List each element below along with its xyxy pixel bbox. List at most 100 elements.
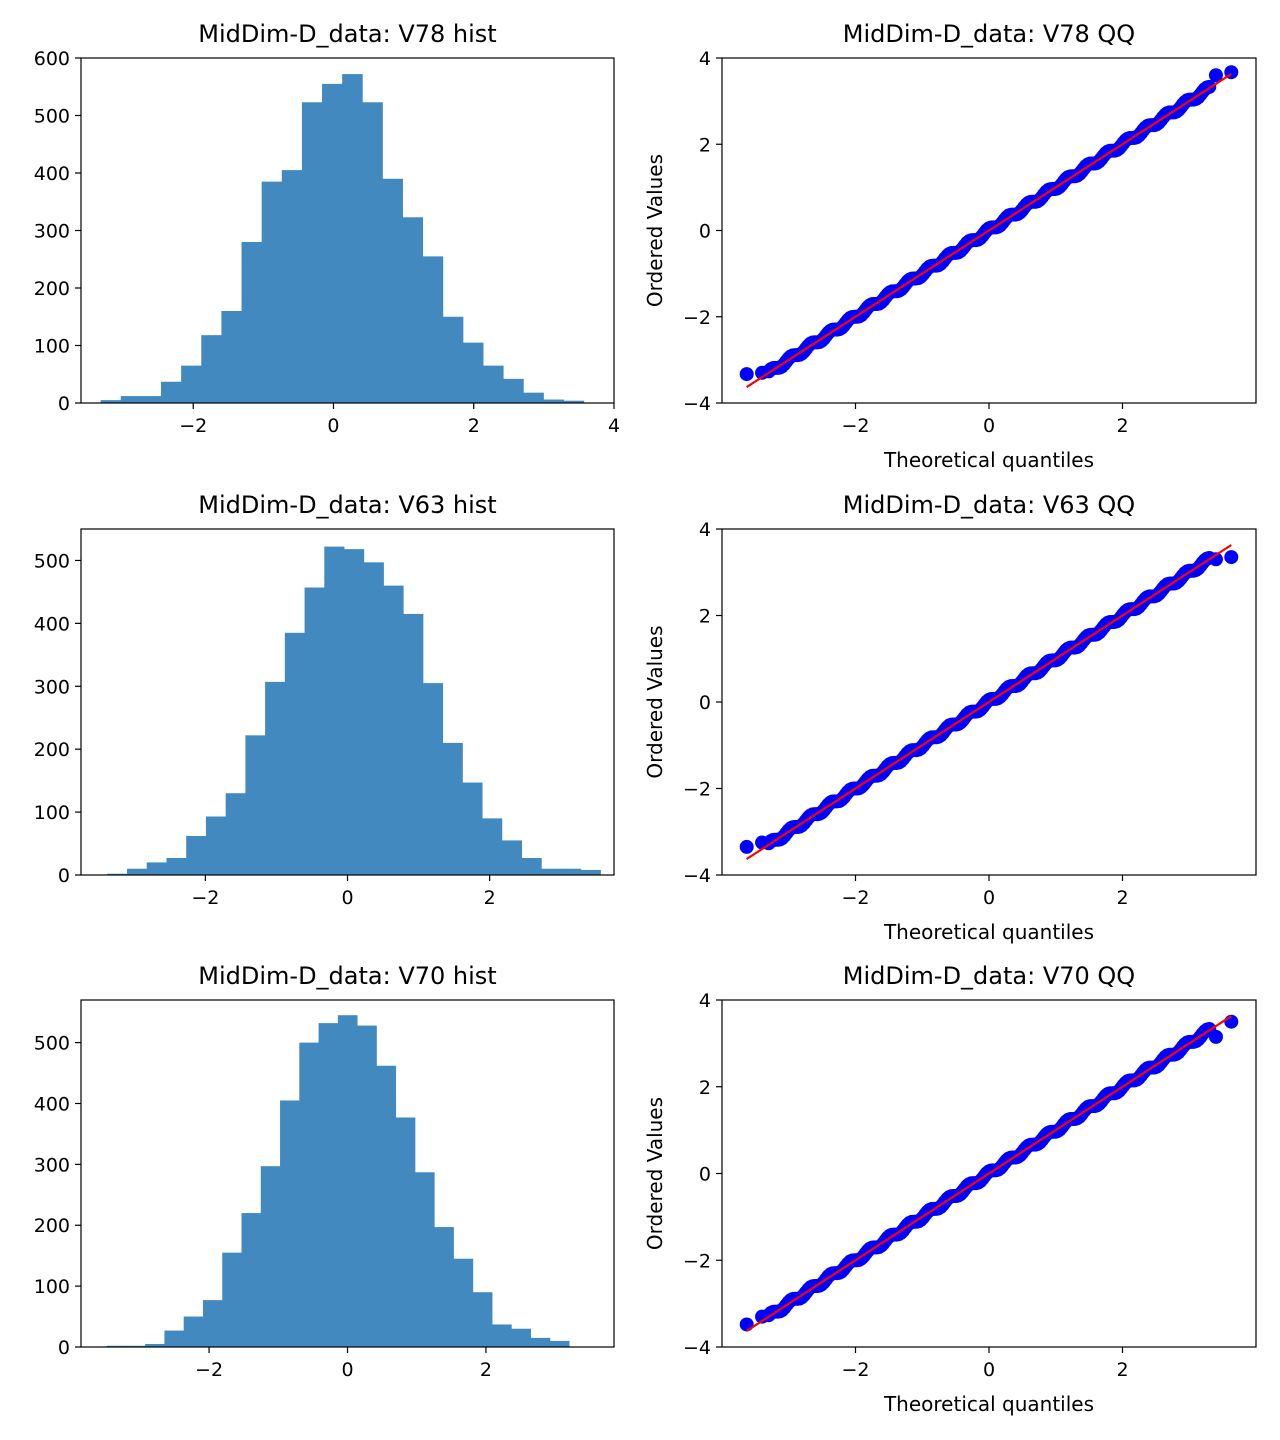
hist-bar	[164, 1330, 185, 1347]
y-tick-label: 0	[58, 1337, 70, 1359]
y-tick-label: 0	[699, 221, 711, 243]
subplot-2: −2 0 2 −4 −2 0 2 4 MidDim-D_data: V78 QQ Theoreti…	[643, 20, 1257, 472]
x-tick-label: 0	[341, 887, 353, 909]
y-tick-label: 4	[699, 990, 711, 1012]
hist-bar	[402, 217, 424, 403]
hist-bar	[363, 562, 384, 875]
hist-bar	[202, 1300, 223, 1347]
x-tick-label: −2	[195, 1359, 223, 1381]
hist-bar	[482, 818, 503, 875]
x-tick-label: −2	[841, 415, 869, 437]
y-tick-label: 0	[699, 692, 711, 714]
x-tick-label: 2	[1116, 1359, 1128, 1381]
hist-bar	[222, 1252, 242, 1347]
hist-bar	[145, 1343, 165, 1347]
x-tick-label: −2	[191, 887, 219, 909]
y-tick-label: 600	[34, 48, 70, 70]
hist-bar	[563, 400, 585, 403]
hist-bar	[549, 1340, 570, 1347]
x-tick-label: 0	[341, 1359, 353, 1381]
x-tick-label: 0	[983, 887, 995, 909]
y-axis-label: Ordered Values	[643, 1097, 667, 1250]
x-tick-label: 2	[468, 415, 480, 437]
hist-bar	[125, 1345, 146, 1347]
x-tick-label: −2	[841, 887, 869, 909]
y-tick-label: 4	[699, 48, 711, 70]
hist-bar	[541, 868, 562, 875]
hist-bar	[382, 178, 403, 403]
hist-bar	[501, 840, 522, 875]
hist-bar	[260, 1166, 281, 1347]
hist-bar	[395, 1117, 416, 1347]
hist-bar	[453, 1258, 474, 1347]
subplot-title: MidDim-D_data: V78 QQ	[843, 20, 1135, 48]
hist-bar	[462, 342, 484, 404]
qq-points	[739, 65, 1239, 382]
hist-bar	[166, 858, 187, 875]
y-tick-label: 300	[34, 1154, 70, 1176]
x-axis-label: Theoretical quantiles	[883, 920, 1094, 944]
hist-bar	[100, 400, 122, 404]
hist-bar	[265, 681, 286, 875]
hist-bar	[301, 102, 323, 404]
hist-bar	[106, 1345, 127, 1347]
hist-bar	[146, 862, 167, 875]
y-tick-label: 0	[699, 1164, 711, 1186]
x-tick-label: 2	[1116, 415, 1128, 437]
hist-bar	[580, 869, 601, 875]
hist-bar	[337, 1015, 358, 1347]
subplot-title: MidDim-D_data: V63 QQ	[843, 491, 1135, 519]
y-tick-label: −4	[683, 865, 711, 887]
y-tick-label: 100	[34, 802, 70, 824]
hist-bar	[442, 742, 463, 875]
x-tick-label: 0	[327, 415, 339, 437]
y-axis-label: Ordered Values	[643, 625, 667, 778]
hist-bar	[284, 632, 305, 875]
y-tick-label: 100	[34, 1276, 70, 1298]
hist-bar	[344, 549, 365, 875]
y-tick-label: −4	[683, 1337, 711, 1359]
subplot-title: MidDim-D_data: V78 hist	[198, 20, 496, 48]
hist-bar	[342, 74, 363, 403]
hist-bar	[422, 256, 444, 404]
hist-bar	[161, 381, 182, 403]
subplot-1: −2 0 2 4 0 100 200 300 400 500 600 MidDim-D_data: V…	[34, 20, 620, 437]
subplot-title: MidDim-D_data: V63 hist	[198, 491, 496, 519]
hist-bar	[383, 585, 404, 875]
qq-point	[1208, 1029, 1223, 1044]
hist-bar	[362, 102, 383, 404]
hist-bar	[181, 365, 202, 404]
hist-bar	[186, 836, 207, 875]
subplot-title: MidDim-D_data: V70 QQ	[843, 962, 1135, 990]
hist-bar	[523, 392, 544, 403]
hist-bar	[376, 1065, 397, 1347]
y-tick-label: 500	[34, 106, 70, 128]
y-tick-label: 200	[34, 739, 70, 761]
hist-bar	[414, 1172, 435, 1347]
x-axis-label: Theoretical quantiles	[883, 1392, 1094, 1416]
hist-bar	[403, 613, 424, 875]
qq-point	[739, 367, 754, 382]
hist-bar	[561, 868, 582, 875]
x-tick-label: −2	[179, 415, 207, 437]
hist-bar	[357, 1025, 377, 1347]
y-axis-label: Ordered Values	[643, 154, 667, 307]
subplot-5: −2 0 2 0 100 200 300 400 500 MidDim-D_data: V70 h…	[34, 962, 615, 1381]
x-tick-label: 2	[1116, 887, 1128, 909]
y-tick-label: 4	[699, 519, 711, 541]
hist-bar	[120, 396, 142, 403]
y-tick-label: 2	[699, 1077, 711, 1099]
hist-bar	[183, 1316, 204, 1347]
y-tick-label: −4	[683, 393, 711, 415]
hist-bar	[511, 1328, 531, 1347]
hist-bar	[127, 868, 148, 875]
qq-point	[1208, 552, 1223, 567]
hist-bar	[503, 378, 524, 403]
hist-bar	[241, 242, 263, 403]
qq-fit-line	[746, 1015, 1232, 1332]
hist-bar	[442, 316, 464, 403]
hist-bar	[140, 396, 162, 403]
x-tick-label: 2	[484, 887, 496, 909]
hist-bar	[530, 1337, 551, 1347]
